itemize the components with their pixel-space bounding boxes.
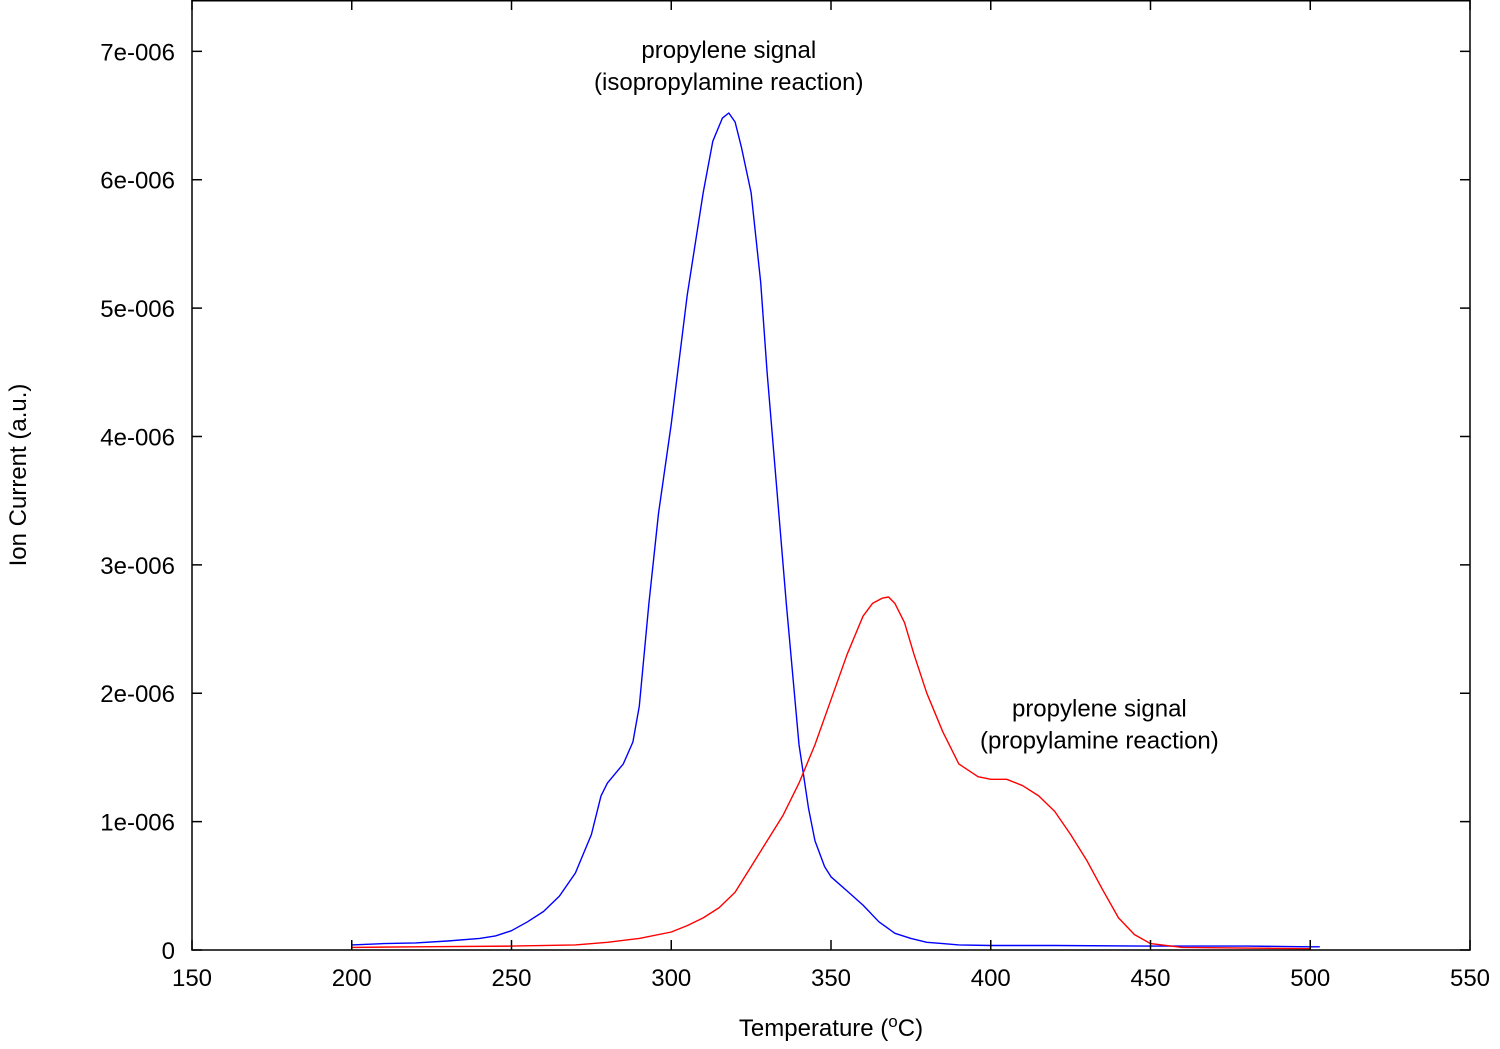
y-tick-label: 1e-006 [100,810,175,837]
annotation-line: (propylamine reaction) [980,727,1219,754]
x-axis-title: Temperature (oC) [739,1012,923,1043]
annotation-propylamine: propylene signal (propylamine reaction) [980,695,1219,754]
y-tick-label: 6e-006 [100,168,175,195]
y-tick-label: 5e-006 [100,296,175,323]
x-tick-label: 200 [332,965,372,992]
x-tick-label: 150 [172,965,212,992]
annotation-line: (isopropylamine reaction) [594,69,863,96]
series-layer [351,112,1320,950]
annotation-line: propylene signal [641,37,816,64]
annotation-isopropylamine: propylene signal (isopropylamine reaction… [594,37,863,96]
x-axis-title-superscript: o [888,1012,897,1031]
x-axis-title-suffix: C) [898,1015,923,1042]
x-tick-label: 250 [491,965,531,992]
y-tick-label: 7e-006 [100,39,175,66]
x-axis-title-text: Temperature ( [739,1015,888,1042]
x-tick-label: 550 [1450,965,1490,992]
annotation-line: propylene signal [1012,695,1187,722]
y-tick-label: 3e-006 [100,553,175,580]
ticks-layer: 150 200 250 300 350 400 450 500 550 0 1e-006 2e-006… [100,0,1490,992]
x-tick-label: 350 [811,965,851,992]
series-line-0 [351,112,1320,948]
y-axis-title: Ion Current (a.u.) [5,384,32,567]
series-line-1 [351,596,1311,950]
annotation-layer: propylene signal (isopropylamine reaction… [594,37,1219,755]
y-tick-label: 4e-006 [100,424,175,451]
y-tick-label: 2e-006 [100,681,175,708]
x-tick-label: 400 [971,965,1011,992]
plot-frame [191,0,1471,951]
y-tick-label: 0 [162,938,175,965]
x-tick-label: 300 [651,965,691,992]
x-tick-label: 500 [1290,965,1330,992]
x-tick-label: 450 [1130,965,1170,992]
